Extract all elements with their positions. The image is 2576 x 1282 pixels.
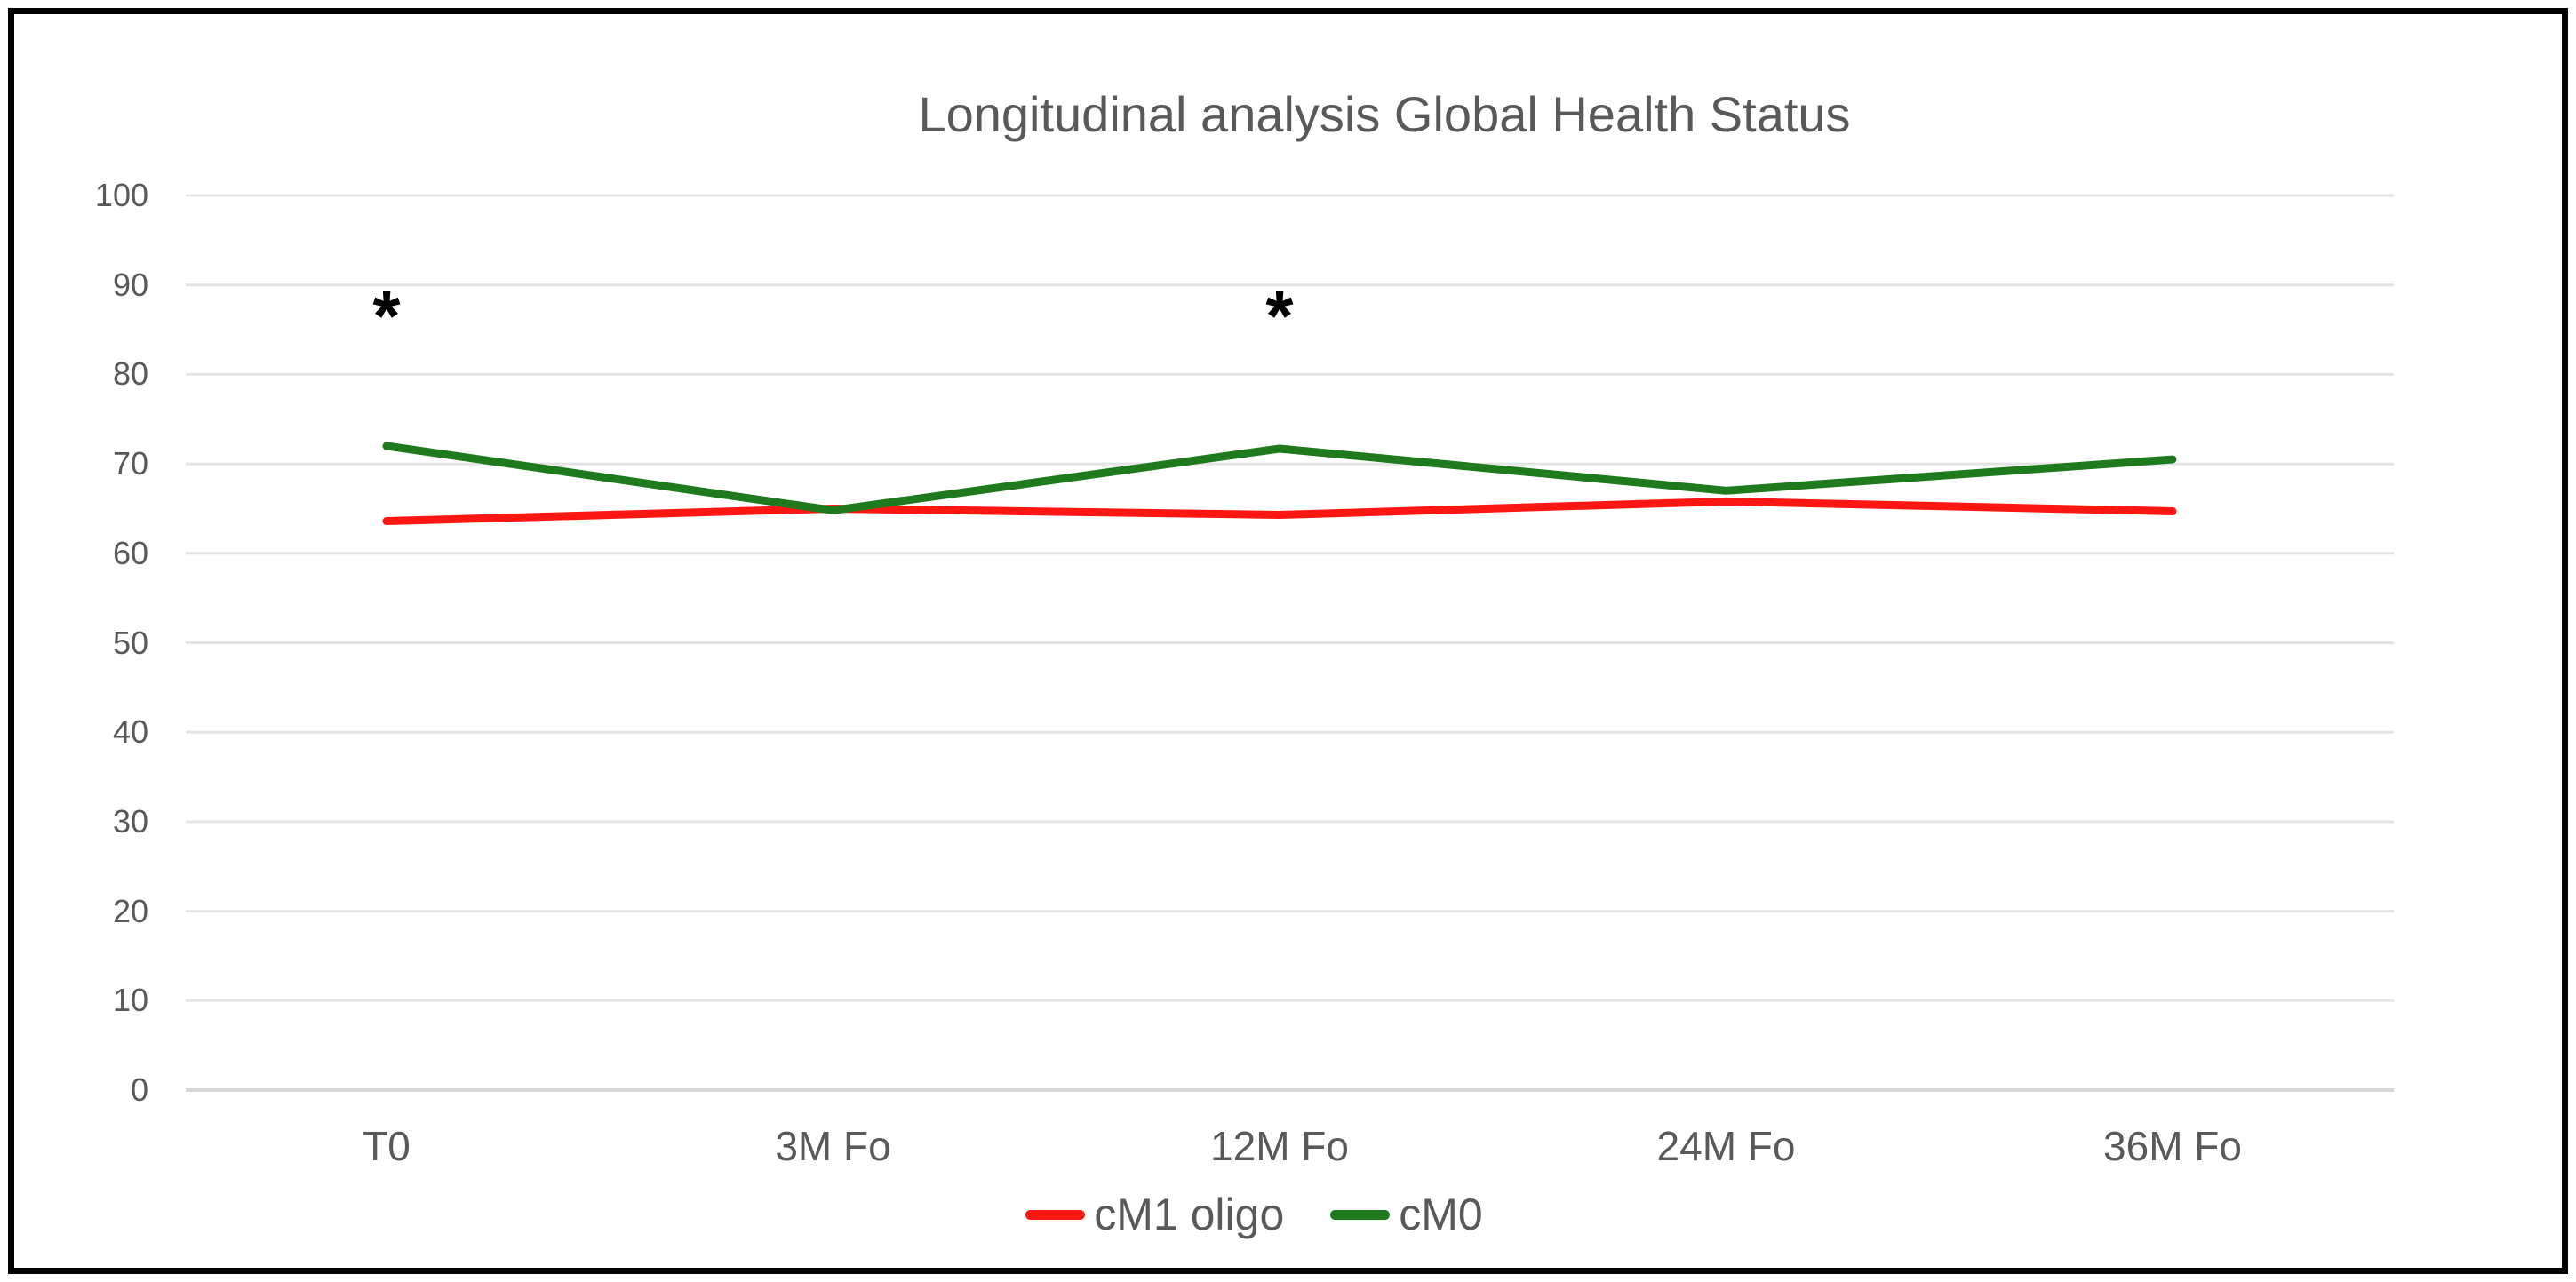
legend-label: cM0 <box>1399 1190 1483 1239</box>
y-tick-label: 90 <box>112 266 148 303</box>
significance-asterisk: * <box>1265 275 1294 355</box>
legend-item-cm0: cM0 <box>1330 1189 1483 1240</box>
y-tick-label: 100 <box>94 177 148 213</box>
legend-item-cm1-oligo: cM1 oligo <box>1025 1189 1284 1240</box>
y-tick-label: 40 <box>112 713 148 751</box>
series-line-cm0 <box>382 442 2177 514</box>
legend-swatch-icon <box>1025 1209 1086 1220</box>
y-tick-label: 50 <box>112 624 148 661</box>
y-tick-label: 70 <box>112 445 148 482</box>
y-tick-label: 60 <box>112 534 148 571</box>
y-tick-label: 30 <box>112 802 148 840</box>
x-tick-label: 36M Fo <box>2103 1123 2242 1169</box>
y-tick-label: 10 <box>112 982 148 1019</box>
y-tick-label: 80 <box>112 355 148 393</box>
x-tick-label: 24M Fo <box>1656 1123 1796 1169</box>
x-tick-label: 12M Fo <box>1210 1123 1349 1169</box>
series-line-cm1-oligo <box>382 497 2177 526</box>
legend-label: cM1 oligo <box>1094 1190 1285 1239</box>
y-tick-label: 0 <box>130 1071 148 1108</box>
y-tick-label: 20 <box>112 892 148 929</box>
chart-title: Longitudinal analysis Global Health Stat… <box>918 86 1851 142</box>
x-tick-label: 3M Fo <box>775 1123 891 1169</box>
legend: cM1 oligo cM0 <box>0 1189 2542 1240</box>
x-tick-label: T0 <box>363 1123 411 1169</box>
legend-swatch-icon <box>1330 1209 1391 1220</box>
significance-asterisk: * <box>372 275 401 355</box>
